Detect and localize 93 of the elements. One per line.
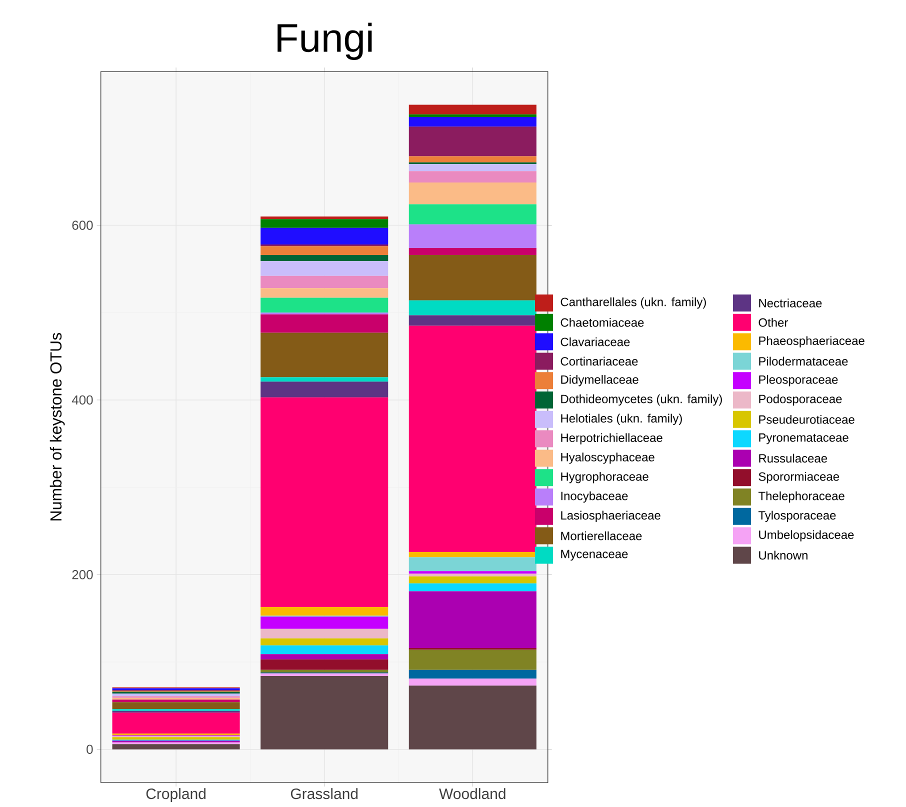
bar: [408, 670, 536, 679]
bar: [112, 693, 240, 696]
bar: [408, 571, 536, 574]
bar: [408, 576, 536, 584]
bar: [408, 104, 536, 114]
bar: [260, 628, 388, 638]
legend-label: Thelephoraceae: [758, 491, 844, 503]
legend-label: Chaetomiaceae: [560, 318, 644, 327]
bar: [260, 228, 388, 244]
bar: [260, 654, 388, 660]
legend-label: Cortinariaceae: [560, 356, 638, 366]
legend-label: Cantharellales (ukn. family): [560, 297, 706, 309]
legend-label: Nectriaceae: [759, 298, 822, 308]
y-tick-label: 200: [72, 570, 93, 580]
legend-label: Hygrophoraceae: [561, 472, 648, 484]
bar: [260, 616, 388, 629]
bar: [260, 216, 388, 220]
legend-label: Pyronemataceae: [759, 433, 848, 444]
y-tick-label: 600: [72, 220, 93, 230]
legend-label: Inocybaceae: [561, 491, 628, 503]
bar: [408, 315, 536, 326]
bar: [260, 332, 388, 378]
bar: [408, 164, 536, 172]
bar: [408, 116, 536, 127]
y-axis-title: Number of keystone OTUs: [50, 332, 65, 520]
legend-label: Helotiales (ukn. family): [561, 414, 682, 425]
bar: [408, 557, 536, 572]
bar: [260, 246, 388, 255]
bar: [260, 261, 388, 276]
bar: [408, 300, 536, 316]
legend-label: Tylosporaceae: [758, 510, 836, 522]
legend-label: Other: [758, 318, 788, 327]
bar: [408, 686, 536, 750]
legend-label: Pseudeurotiaceae: [759, 415, 854, 424]
bar: [260, 276, 388, 288]
legend-label: Mortierellaceae: [561, 531, 642, 540]
bar: [408, 114, 536, 117]
bar: [260, 382, 388, 398]
x-tick-label: Cropland: [146, 788, 206, 802]
legend-label: Didymellaceae: [561, 375, 638, 386]
bar: [408, 224, 536, 248]
bar: [260, 606, 388, 616]
bar: [112, 712, 240, 734]
bar: [408, 574, 536, 576]
legend-label: Lasiosphaeriaceae: [561, 510, 660, 522]
x-tick-label: Woodland: [439, 788, 506, 800]
legend-label: Umbelopsidaceae: [759, 530, 854, 542]
bar: [408, 591, 536, 648]
bar: [260, 659, 388, 670]
bar: [408, 583, 536, 592]
bar: [260, 645, 388, 654]
bar: [408, 156, 536, 162]
legend-label: Clavariaceae: [560, 337, 630, 346]
legend-label: Podosporaceae: [759, 394, 842, 406]
chart-title: Fungi: [278, 22, 372, 60]
bar: [408, 678, 536, 686]
y-tick-label: 0: [86, 744, 93, 754]
bar: [408, 182, 536, 204]
legend-label: Dothideomycetes (ukn. family): [561, 394, 722, 406]
y-tick-label: 400: [72, 395, 93, 405]
bar: [408, 248, 536, 255]
bar: [408, 326, 536, 552]
x-tick-label: Grassland: [290, 788, 358, 800]
bar: [260, 676, 388, 750]
bar: [112, 737, 240, 740]
bar: [112, 700, 240, 702]
bar: [112, 702, 240, 710]
legend-label: Russulaceae: [759, 454, 828, 463]
bar: [408, 126, 536, 156]
legend-label: Herpotrichiellaceae: [561, 433, 662, 444]
bar: [260, 298, 388, 313]
bar: [260, 673, 388, 676]
bar: [260, 314, 388, 333]
bar: [260, 377, 388, 382]
legend-label: Mycenaceae: [561, 550, 628, 561]
bar: [260, 397, 388, 607]
bar: [260, 288, 388, 298]
legend-label: Pleosporaceae: [759, 375, 838, 386]
legend-label: Unknown: [759, 550, 808, 560]
bar: [260, 670, 388, 672]
bar: [408, 254, 536, 300]
bar: [260, 638, 388, 646]
bar: [408, 552, 536, 558]
bar: [408, 650, 536, 670]
legend-label: Sporormiaceae: [758, 472, 840, 484]
bar: [112, 744, 240, 750]
bar: [260, 219, 388, 228]
bar: [408, 171, 536, 182]
bar: [260, 254, 388, 262]
legend-label: Pilodermataceae: [759, 356, 848, 366]
legend-label: Hyaloscyphaceae: [561, 452, 654, 464]
legend-label: Phaeosphaeriaceae: [759, 336, 864, 348]
bar: [408, 204, 536, 224]
